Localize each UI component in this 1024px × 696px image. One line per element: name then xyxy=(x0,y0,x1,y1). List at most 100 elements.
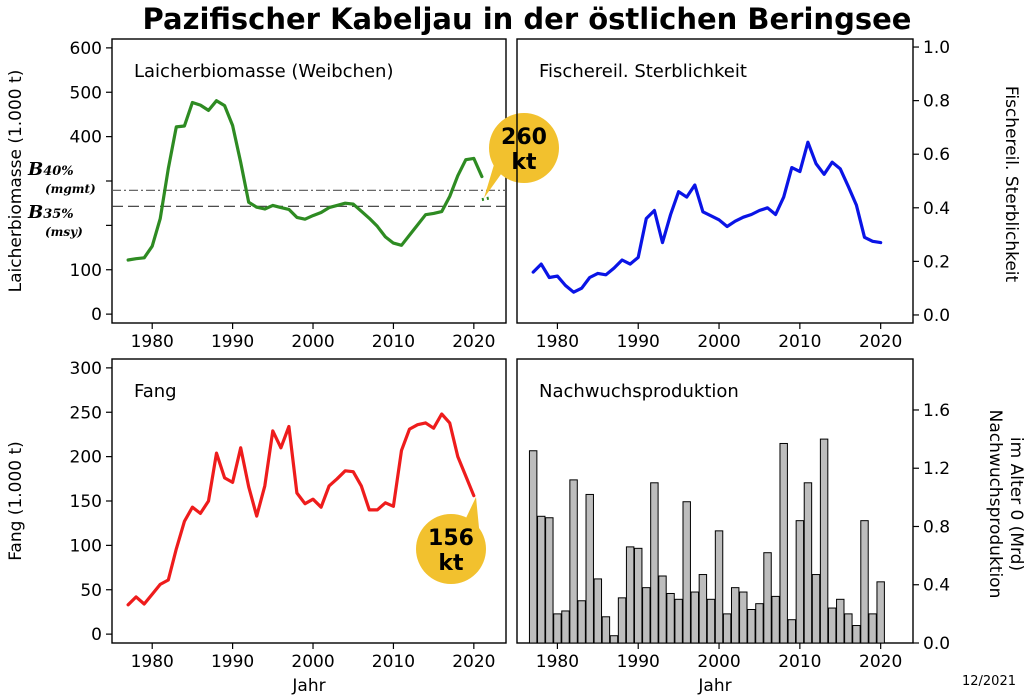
callout-value: 156 xyxy=(428,526,474,551)
y-tick-label: 150 xyxy=(70,492,102,512)
data-bar xyxy=(755,603,764,644)
y-tick-label: 200 xyxy=(70,448,102,468)
data-bar xyxy=(617,597,627,644)
y-tick-label: 1.0 xyxy=(923,38,950,58)
x-axis-label: Jahr xyxy=(291,676,325,696)
data-bar xyxy=(585,493,594,644)
x-tick-label: 2010 xyxy=(372,652,415,672)
data-bar xyxy=(537,515,546,644)
data-bar xyxy=(569,479,578,644)
y-tick-label: 1.2 xyxy=(923,459,950,479)
data-bar xyxy=(658,575,667,644)
x-tick-label: 1990 xyxy=(211,332,254,352)
panel-2: 1980 1990 2000 2010 2020 0.0 0.2 0.4 0.6 0.8 1.0 Fi… xyxy=(516,38,1021,352)
data-bar xyxy=(682,501,691,644)
y-tick-label: 0 xyxy=(91,625,102,645)
x-tick-label: 1980 xyxy=(131,652,174,672)
data-bar xyxy=(577,600,586,644)
y-tick-label: 300 xyxy=(70,359,102,379)
panel-frame xyxy=(516,38,914,324)
x-tick-label: 1990 xyxy=(617,332,660,352)
x-tick-label: 1980 xyxy=(536,332,579,352)
y-tick-label: 400 xyxy=(70,128,102,148)
y-axis-label: Fang (1.000 t) xyxy=(6,441,26,561)
panel-title: Nachwuchsproduktion xyxy=(539,381,739,402)
data-bar xyxy=(674,598,683,644)
y-tick-label: 0 xyxy=(91,305,102,325)
callout-unit: kt xyxy=(438,551,464,576)
data-bar xyxy=(609,635,619,644)
x-tick-label: 2020 xyxy=(452,652,495,672)
reference-label-part: 40% xyxy=(43,164,73,179)
y-tick-label: 0.8 xyxy=(923,517,950,537)
reference-sublabel: (mgmt) xyxy=(45,182,96,196)
x-tick-label: 2010 xyxy=(778,652,821,672)
x-tick-label: 2010 xyxy=(372,332,415,352)
data-line xyxy=(531,140,883,294)
x-tick-label: 2000 xyxy=(697,652,740,672)
x-tick-label: 1990 xyxy=(211,652,254,672)
panel-title: Laicherbiomasse (Weibchen) xyxy=(134,61,393,82)
projection-line xyxy=(481,196,491,202)
data-bar xyxy=(642,587,651,644)
x-tick-label: 2020 xyxy=(452,332,495,352)
data-bar xyxy=(747,609,756,644)
data-bar xyxy=(787,619,796,644)
y-tick-label: 600 xyxy=(70,39,102,59)
data-line xyxy=(126,412,476,607)
data-bar xyxy=(634,547,643,644)
data-bar xyxy=(803,482,813,644)
y-tick-label: 0.4 xyxy=(923,199,950,219)
reference-label-part: 35% xyxy=(43,207,73,222)
reference-label-part: B xyxy=(27,159,43,180)
panel-4: 1980 1990 2000 2010 2020 0.0 0.4 0.8 1.2 1.6 Nachw… xyxy=(516,358,1024,696)
data-bar xyxy=(763,552,772,644)
data-bar xyxy=(553,613,562,644)
data-bar xyxy=(730,587,740,644)
x-tick-label: 2010 xyxy=(778,332,821,352)
y-tick-label: 0.0 xyxy=(923,634,950,654)
data-bar xyxy=(666,592,675,644)
x-axis-label: Jahr xyxy=(697,676,731,696)
callout-bubble xyxy=(489,113,559,183)
y-tick-label: 500 xyxy=(70,83,102,103)
y-axis-label-line: Nachwuchsproduktion xyxy=(985,410,1005,599)
data-bar xyxy=(690,591,700,644)
panel-title: Fang xyxy=(134,381,177,402)
y-tick-label: 0.2 xyxy=(923,252,950,272)
panel-1: 1980 1990 2000 2010 2020 0 100 400 500 600 Laicher… xyxy=(6,38,559,352)
date-stamp: 12/2021 xyxy=(962,674,1016,689)
data-bar xyxy=(722,613,732,644)
panel-3: 1980 1990 2000 2010 2020 0 50 100 150 200 250 300 Fa… xyxy=(6,358,507,696)
y-axis-label: Fischereil. Sterblichkeit xyxy=(1001,86,1021,283)
callout-bubble xyxy=(416,514,486,584)
data-bar xyxy=(706,598,716,644)
data-bar xyxy=(771,595,780,644)
reference-label-part: B xyxy=(27,202,43,223)
y-tick-label: 100 xyxy=(70,261,102,281)
data-bar xyxy=(836,598,845,644)
callout-value: 260 xyxy=(501,125,547,150)
data-bar xyxy=(876,581,885,644)
data-bar xyxy=(698,574,708,644)
data-bar xyxy=(545,517,554,644)
panel-title: Fischereil. Sterblichkeit xyxy=(539,61,747,82)
data-line xyxy=(126,99,484,262)
x-tick-label: 1990 xyxy=(617,652,660,672)
data-bar xyxy=(827,607,837,644)
reference-label: B35% xyxy=(27,202,74,223)
data-bar xyxy=(795,520,805,644)
x-tick-label: 2000 xyxy=(291,332,334,352)
data-bar xyxy=(714,530,724,644)
y-tick-label: 1.6 xyxy=(923,401,950,421)
y-tick-label: 0.4 xyxy=(923,576,950,596)
data-bar xyxy=(561,610,570,644)
y-tick-label: 0.0 xyxy=(923,306,950,326)
figure-title: Pazifischer Kabeljau in der östlichen Be… xyxy=(143,2,912,36)
y-axis-label: Laicherbiomasse (1.000 t) xyxy=(6,70,26,293)
data-bar xyxy=(811,574,821,644)
x-tick-label: 2020 xyxy=(859,652,902,672)
y-tick-label: 250 xyxy=(70,403,102,423)
data-bar xyxy=(868,613,877,644)
